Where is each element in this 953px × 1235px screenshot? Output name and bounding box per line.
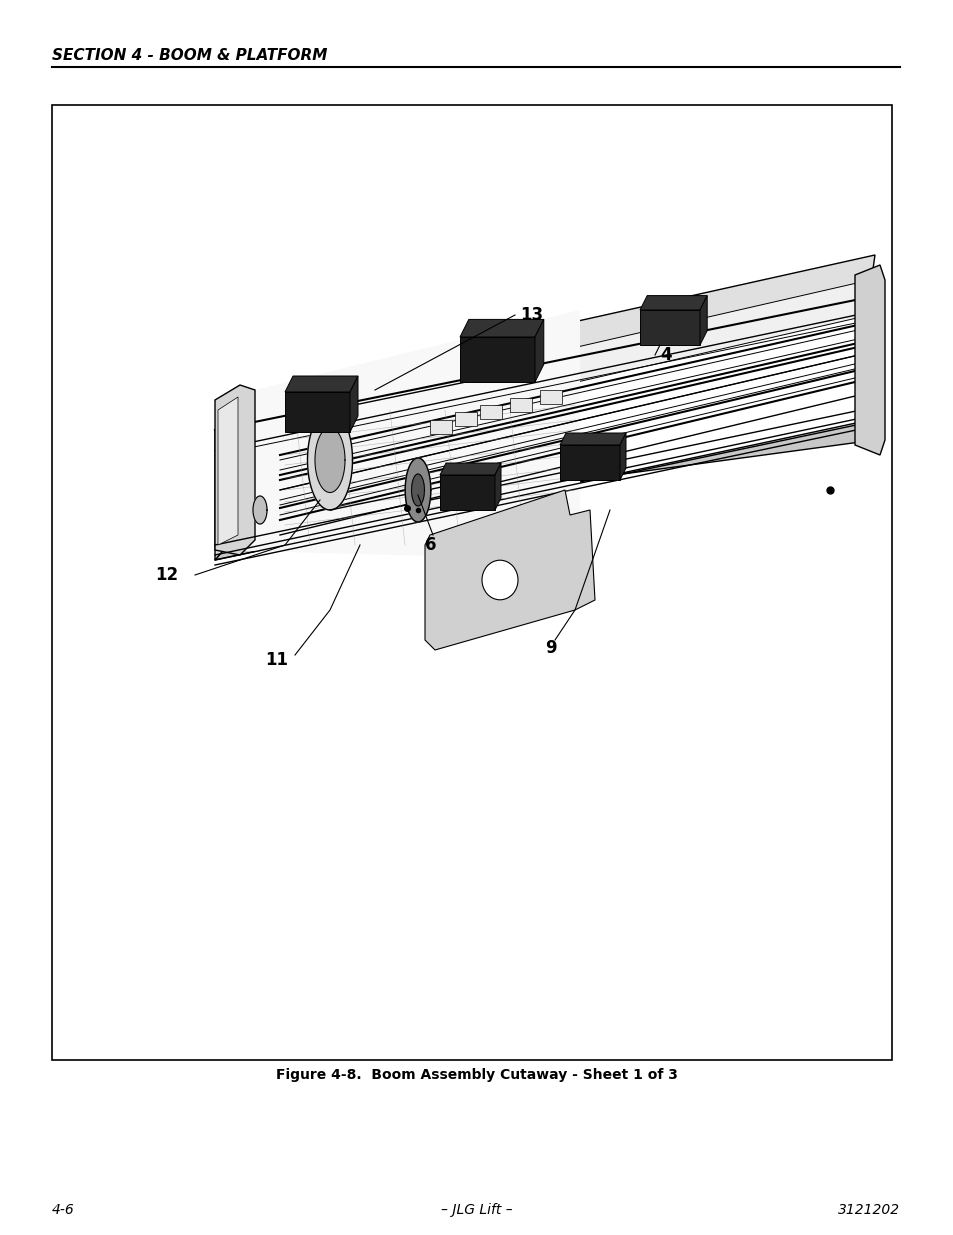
Polygon shape [439,463,500,475]
Polygon shape [405,458,431,522]
Polygon shape [639,295,706,310]
Text: 13: 13 [519,306,542,324]
Polygon shape [559,445,619,480]
Polygon shape [285,391,350,432]
Text: 3121202: 3121202 [837,1203,899,1216]
Text: 12: 12 [154,566,178,584]
Polygon shape [424,490,595,650]
Bar [479,405,501,419]
Text: – JLG Lift –: – JLG Lift – [440,1203,513,1216]
Polygon shape [619,433,625,480]
Polygon shape [411,474,424,506]
Bar [510,398,532,412]
Polygon shape [214,254,874,430]
Bar [539,390,561,404]
Polygon shape [854,266,884,454]
Text: Figure 4-8.  Boom Assembly Cutaway - Sheet 1 of 3: Figure 4-8. Boom Assembly Cutaway - Shee… [275,1068,678,1082]
Polygon shape [495,463,500,510]
Polygon shape [214,385,254,555]
Polygon shape [214,310,579,559]
Ellipse shape [481,561,517,600]
Polygon shape [285,375,357,391]
Polygon shape [314,427,345,493]
Polygon shape [639,310,700,345]
Polygon shape [439,475,495,510]
Text: 4: 4 [659,346,671,364]
Bar [430,420,452,433]
Polygon shape [535,320,543,382]
Polygon shape [253,496,267,524]
Polygon shape [214,420,874,559]
Polygon shape [280,280,869,450]
Polygon shape [307,410,352,510]
Text: SECTION 4 - BOOM & PLATFORM: SECTION 4 - BOOM & PLATFORM [52,47,327,63]
Text: 11: 11 [265,651,288,669]
Text: 4-6: 4-6 [52,1203,74,1216]
Polygon shape [459,320,543,337]
Text: 9: 9 [544,638,556,657]
Polygon shape [559,433,625,445]
Polygon shape [350,375,357,432]
Bar [455,412,476,426]
Polygon shape [218,396,237,545]
Polygon shape [214,395,245,559]
Bar [52,105,891,1060]
Polygon shape [700,295,706,345]
Text: 6: 6 [424,536,436,555]
Polygon shape [459,337,535,382]
